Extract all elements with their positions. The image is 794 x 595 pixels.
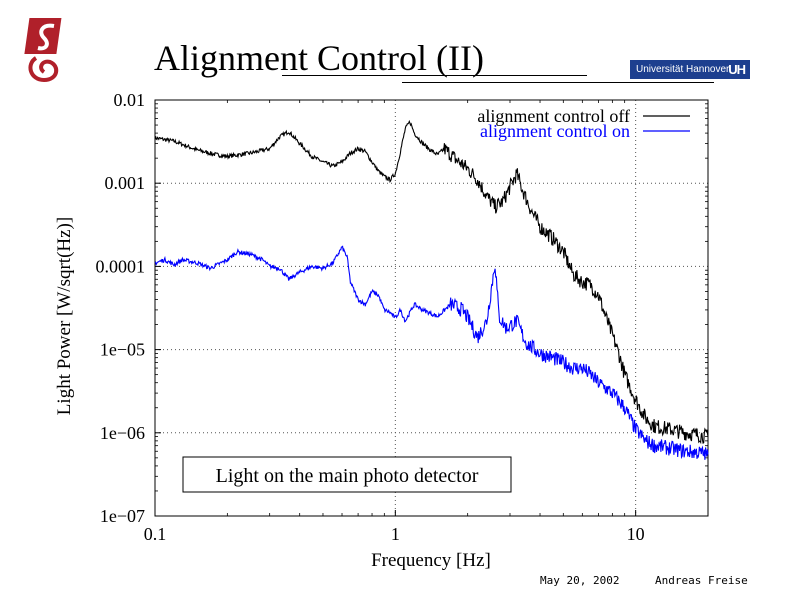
y-tick-label: 1e−07 [100,506,145,526]
x-tick-label: 0.1 [144,524,167,544]
annotation-text: Light on the main photo detector [216,465,479,487]
institute-logo [24,18,62,83]
y-tick-label: 1e−06 [100,423,145,443]
y-tick-label: 0.001 [105,173,146,193]
series-group [154,119,709,460]
x-axis-label: Frequency [Hz] [371,550,491,571]
y-tick-label: 1e−05 [100,340,145,360]
axis-ticks: 0.01 0.001 0.0001 1e−05 1e−06 1e−070.1 1 10 [96,90,709,544]
university-name: Universität Hannover [636,64,730,75]
slide-title: Alignment Control (II) [154,38,484,78]
university-mark: UH [728,62,746,77]
series-line-control-off [154,119,709,445]
annotation-box: Light on the main photo detector [182,456,512,493]
y-axis-label: Light Power [W/sqrt(Hz)] [54,217,75,415]
x-tick-label: 1 [391,524,400,544]
footer-author: Andreas Freise [655,574,748,587]
y-tick-label: 0.0001 [96,256,146,276]
university-logo: Universität Hannover UH [630,60,750,79]
logo-mark [24,18,62,83]
footer-date: May 20, 2002 [540,574,620,587]
x-tick-label: 10 [627,524,645,544]
legend-label: alignment control on [480,121,630,141]
title-rule [402,82,714,83]
y-tick-label: 0.01 [114,90,146,110]
legend-label: alignment control off [477,106,630,126]
plot-frame [154,99,709,517]
series-line-control-on [154,245,709,460]
title-underline [282,75,587,76]
chart-grid [155,100,708,516]
